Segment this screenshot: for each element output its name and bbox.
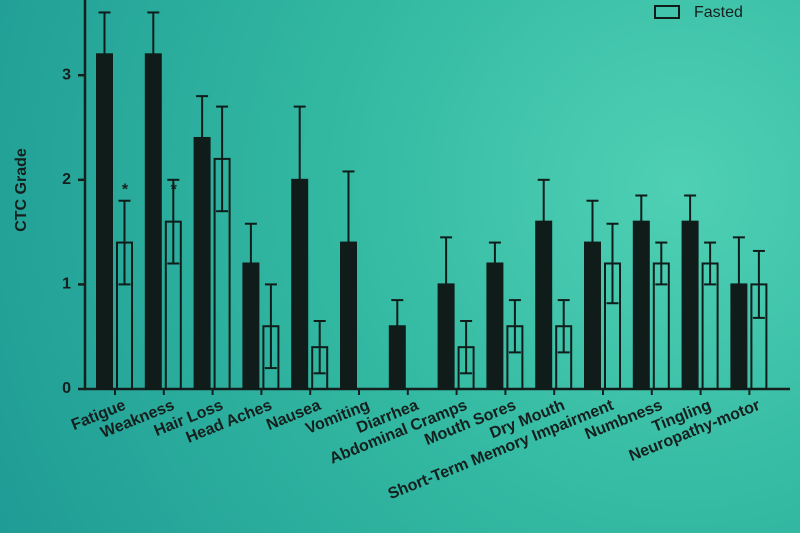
error-bar [488,241,501,264]
bar [144,53,162,390]
bar [340,241,357,390]
bar [555,325,573,391]
error-bar [635,194,648,222]
bar [584,241,601,390]
bar [242,262,260,390]
error-bar [244,222,257,264]
error-bar [293,105,306,180]
error-bar [732,236,745,285]
bar [116,241,133,390]
bar [437,283,455,390]
bar [701,262,719,390]
bar [291,178,309,390]
bar [388,325,406,391]
bar [457,346,475,391]
error-bar [391,299,404,327]
bar [652,262,670,390]
bar [164,220,182,390]
bar [535,220,553,390]
error-bar [440,236,453,285]
bar [506,325,524,391]
bar [193,136,211,390]
y-axis-label: CTC Grade [13,148,30,232]
bar [604,262,621,390]
y-tick-label: 3 [62,66,71,83]
bar [681,220,699,390]
bar [262,325,280,391]
error-bar [684,194,697,222]
error-bar [147,11,160,55]
bar [486,262,504,390]
bar [311,346,329,391]
legend-label: Fasted [694,4,743,21]
bar [96,53,113,390]
bar [730,283,748,390]
error-bar [196,95,209,138]
y-tick-label: 1 [62,276,71,293]
bar [632,220,650,390]
error-bar [537,178,550,222]
significance-mark: * [122,181,129,198]
y-tick-label: 0 [62,380,71,397]
bar [213,157,231,390]
y-tick-label: 2 [62,171,71,188]
bar [750,283,768,390]
error-bar [342,170,355,243]
error-bar [98,11,111,55]
error-bar [586,199,599,243]
legend-swatch [654,5,680,19]
significance-mark: * [171,181,178,198]
